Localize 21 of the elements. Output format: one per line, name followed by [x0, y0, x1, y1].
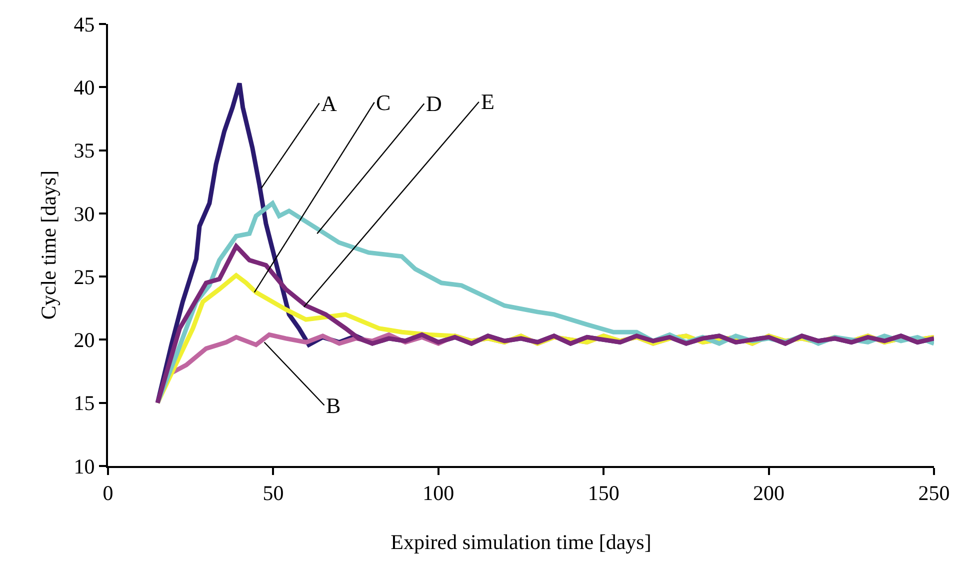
x-tick-label: 0 — [102, 481, 114, 506]
annotation: C — [376, 90, 391, 115]
y-tick-label: 35 — [74, 138, 95, 163]
annotation: A — [321, 91, 337, 116]
x-tick-label: 250 — [918, 481, 950, 506]
y-tick-label: 45 — [74, 12, 95, 36]
annotation: B — [326, 393, 341, 418]
y-tick-label: 10 — [74, 454, 95, 478]
x-tick-label: 200 — [753, 481, 785, 506]
x-axis-title: Expired simulation time [days] — [390, 530, 652, 554]
y-tick-label: 25 — [74, 264, 95, 289]
annotation: D — [426, 91, 442, 116]
y-tick-label: 15 — [74, 391, 95, 416]
y-axis-title: Cycle time [days] — [36, 170, 60, 320]
y-tick-label: 40 — [74, 75, 95, 100]
y-tick-label: 20 — [74, 328, 95, 352]
x-tick-label: 100 — [422, 481, 454, 506]
annotation: E — [481, 89, 494, 114]
x-tick-label: 50 — [262, 481, 284, 506]
x-tick-label: 150 — [588, 481, 620, 506]
y-tick-label: 30 — [74, 202, 95, 226]
